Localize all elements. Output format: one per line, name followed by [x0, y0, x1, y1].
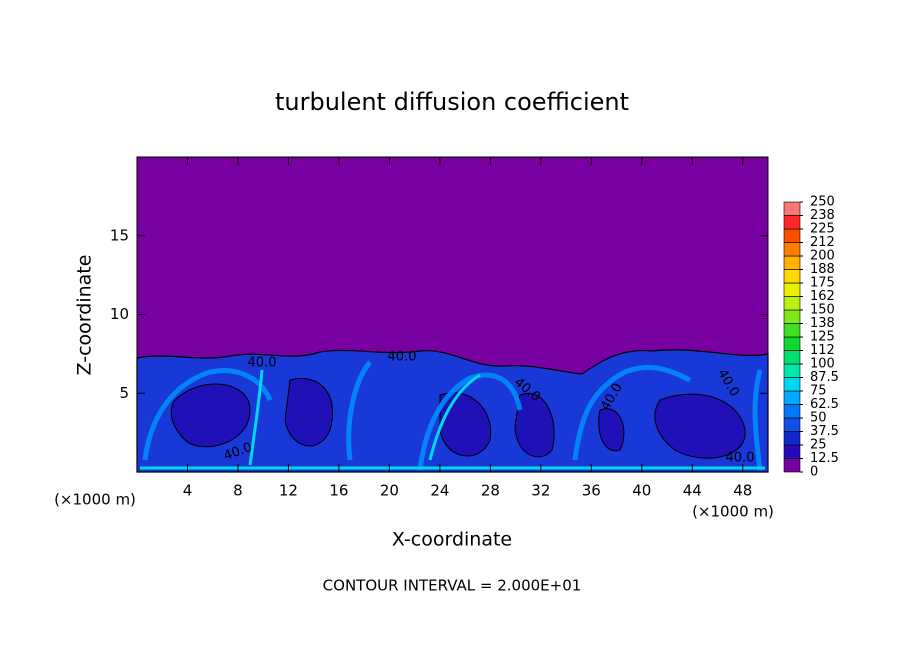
field-peak [140, 369, 765, 470]
colorbar-box [783, 309, 801, 324]
colorbar-label: 50 [810, 411, 827, 426]
colorbar-label: 188 [810, 262, 835, 277]
x-tick-label: 20 [380, 482, 399, 500]
y-tick-label: 15 [110, 226, 129, 244]
colorbar-label: 0 [810, 465, 818, 480]
x-unit-label: (×1000 m) [692, 503, 774, 521]
x-tick-label: 8 [233, 482, 243, 500]
x-tick-label: 48 [733, 482, 752, 500]
x-tick-label: 28 [481, 482, 500, 500]
colorbar-label: 212 [810, 235, 835, 250]
x-tick-label: 32 [531, 482, 550, 500]
field-low [170, 378, 746, 459]
colorbar-box [783, 444, 801, 459]
colorbar-box [783, 215, 801, 230]
x-tick-label: 24 [430, 482, 449, 500]
colorbar-label: 238 [810, 208, 835, 223]
field-high [142, 360, 763, 471]
y-tick-label: 5 [119, 384, 129, 402]
y-tick-label: 10 [110, 305, 129, 323]
colorbar-box [783, 336, 801, 351]
colorbar-label: 87.5 [810, 370, 839, 385]
colorbar-box [783, 323, 801, 338]
x-tick-label: 36 [582, 482, 601, 500]
footnote: CONTOUR INTERVAL = 2.000E+01 [323, 577, 582, 595]
chart-title: turbulent diffusion coefficient [275, 88, 629, 116]
colorbar-label: 37.5 [810, 424, 839, 439]
colorbar-box [783, 350, 801, 365]
contour-label: 40.0 [248, 356, 277, 371]
colorbar-box [783, 377, 801, 392]
colorbar-label: 125 [810, 330, 835, 345]
colorbar-label: 138 [810, 316, 835, 331]
colorbar-label: 100 [810, 357, 835, 372]
colorbar-label: 112 [810, 343, 835, 358]
colorbar-label: 12.5 [810, 451, 839, 466]
x-tick-label: 40 [632, 482, 651, 500]
x-tick-label: 16 [329, 482, 348, 500]
x-unit-label: (×1000 m) [54, 491, 136, 509]
colorbar-box [783, 431, 801, 446]
colorbar-box [783, 404, 801, 419]
x-axis-label: X-coordinate [392, 529, 512, 551]
x-tick-label: 4 [183, 482, 193, 500]
colorbar-box [783, 255, 801, 270]
colorbar-label: 200 [810, 249, 835, 264]
colorbar-box [783, 201, 801, 216]
colorbar-box [783, 296, 801, 311]
colorbar-box [783, 269, 801, 284]
colorbar-label: 62.5 [810, 397, 839, 412]
colorbar-label: 162 [810, 289, 835, 304]
colorbar-label: 225 [810, 222, 835, 237]
contour-label: 40.0 [388, 350, 417, 365]
colorbar-box [783, 363, 801, 378]
colorbar-box [783, 228, 801, 243]
colorbar-box [783, 417, 801, 432]
x-tick-label: 12 [279, 482, 298, 500]
colorbar-box [783, 242, 801, 257]
colorbar-label: 175 [810, 276, 835, 291]
y-axis-label: Z-coordinate [74, 255, 96, 376]
colorbar-box [783, 458, 801, 473]
contour-field [136, 157, 769, 473]
contour-label: 40.0 [726, 451, 755, 466]
colorbar-label: 25 [810, 438, 827, 453]
colorbar-box [783, 390, 801, 405]
colorbar-label: 75 [810, 384, 827, 399]
colorbar-box [783, 282, 801, 297]
colorbar-label: 150 [810, 303, 835, 318]
colorbar-label: 250 [810, 195, 835, 210]
x-tick-label: 44 [683, 482, 702, 500]
